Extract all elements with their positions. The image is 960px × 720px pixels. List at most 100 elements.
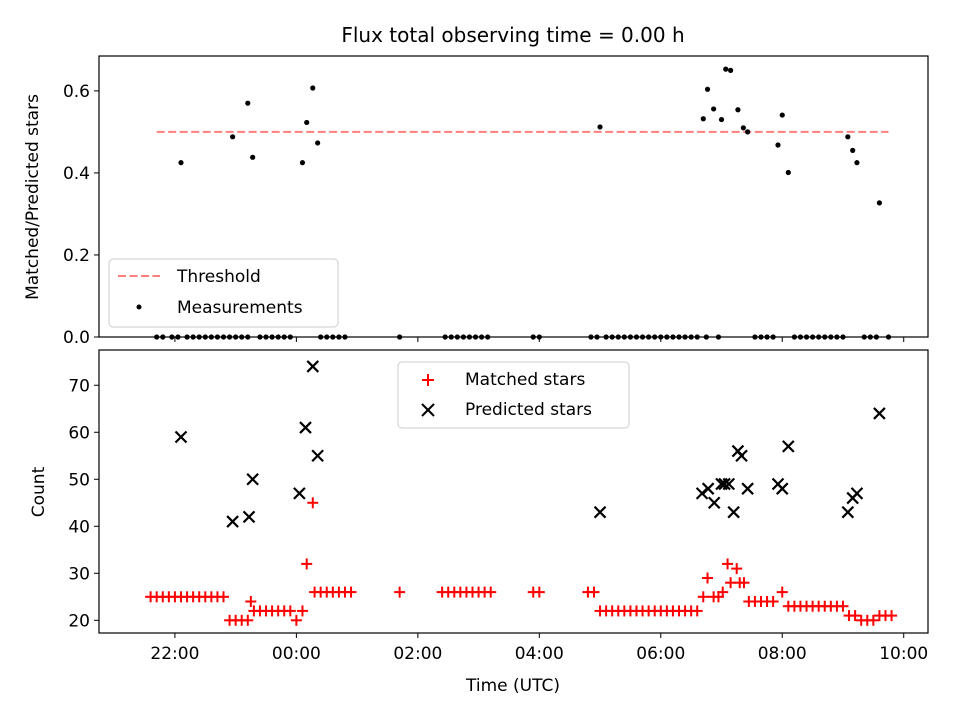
- measurement-point: [745, 129, 751, 135]
- predicted-star-marker: [735, 449, 748, 463]
- matched-star-marker: [242, 614, 254, 626]
- top-legend: Threshold Measurements: [108, 258, 339, 328]
- predicted-star-marker: [246, 472, 259, 486]
- matched-star-marker: [307, 497, 319, 509]
- top-plot-frame: [98, 55, 929, 338]
- matched-star-marker: [867, 614, 879, 626]
- bottom-y-tick-label: 30: [68, 564, 90, 584]
- legend-predicted-marker: [421, 403, 435, 417]
- matched-star-marker: [837, 600, 849, 612]
- matched-star-marker: [722, 558, 734, 570]
- matched-star-marker: [886, 610, 898, 622]
- predicted-star-marker: [722, 477, 736, 491]
- measurement-point: [299, 160, 306, 166]
- legend-measurements-marker: [136, 304, 142, 310]
- predicted-star-marker: [311, 449, 324, 463]
- matched-star-marker: [345, 586, 357, 598]
- predicted-star-marker: [242, 510, 256, 524]
- measurement-point: [845, 134, 851, 140]
- bottom-axes: 20 30 40 50 60 70 22:00 00:00 02:00 04:00 06:00 08:…: [68, 349, 929, 664]
- bottom-y-tick-label: 20: [68, 611, 90, 631]
- predicted-star-marker: [741, 482, 754, 495]
- measurement-point: [775, 142, 781, 148]
- predicted-star-marker: [707, 496, 721, 510]
- measurement-point: [310, 85, 316, 91]
- measurement-point: [178, 160, 184, 166]
- x-tick-label: 02:00: [393, 644, 442, 664]
- top-y-tick-label: 0.2: [63, 246, 90, 266]
- bottom-y-axis-label: Count: [29, 466, 49, 517]
- measurement-point: [245, 100, 251, 106]
- top-axes: 0.0 0.2 0.4 0.6: [63, 55, 929, 348]
- bottom-y-tick-label: 60: [68, 423, 90, 443]
- matched-star-marker: [284, 605, 296, 617]
- measurement-point: [779, 112, 785, 118]
- measurement-point: [230, 134, 236, 140]
- legend-matched-marker: [422, 374, 434, 386]
- measurement-point: [700, 116, 706, 122]
- measurement-point: [785, 169, 791, 176]
- predicted-star-marker: [841, 505, 855, 519]
- measurement-point: [250, 154, 256, 160]
- measurement-point: [315, 140, 321, 146]
- measurement-point: [740, 125, 746, 131]
- bottom-panel: 20 30 40 50 60 70 22:00 00:00 02:00 04:00 06:00 08:…: [29, 349, 929, 696]
- predicted-star-marker: [782, 440, 795, 453]
- bottom-y-tick-label: 40: [68, 517, 90, 537]
- bottom-plot-frame: [98, 349, 929, 634]
- legend-threshold-label: Threshold: [176, 267, 261, 287]
- measurement-point: [728, 67, 734, 73]
- top-panel: 0.0 0.2 0.4 0.6 Matched/Predicted stars: [23, 55, 929, 348]
- legend-predicted-label: Predicted stars: [465, 400, 592, 420]
- predicted-star-marker: [299, 421, 312, 434]
- predicted-star-marker: [293, 487, 306, 500]
- bottom-y-tick-label: 70: [68, 376, 90, 396]
- x-tick-label: 00:00: [272, 644, 321, 664]
- predicted-star-marker: [701, 482, 715, 495]
- top-y-tick-label: 0.0: [63, 328, 90, 348]
- measurement-point: [597, 124, 603, 130]
- legend-matched-label: Matched stars: [465, 370, 585, 390]
- matched-star-marker: [697, 591, 709, 603]
- measurement-point: [735, 107, 741, 113]
- predicted-star-marker: [850, 487, 864, 500]
- matched-star-marker: [533, 586, 545, 598]
- top-y-tick-label: 0.6: [63, 82, 90, 102]
- measurement-point: [704, 86, 711, 92]
- bottom-data-layer: [145, 360, 898, 626]
- measurement-point: [711, 106, 717, 112]
- predicted-star-marker: [873, 407, 886, 420]
- predicted-star-marker: [593, 505, 607, 519]
- measurement-point: [854, 160, 860, 166]
- x-axis-label: Time (UTC): [465, 676, 560, 696]
- matched-star-marker: [301, 558, 313, 570]
- measurement-point: [723, 66, 729, 72]
- x-tick-label: 04:00: [515, 644, 564, 664]
- predicted-star-marker: [306, 360, 320, 373]
- matched-star-marker: [394, 586, 406, 598]
- top-y-tick-label: 0.4: [63, 164, 90, 184]
- predicted-star-marker: [775, 482, 789, 495]
- matched-star-marker: [702, 572, 714, 584]
- matched-star-marker: [290, 614, 302, 626]
- matched-star-marker: [738, 577, 750, 589]
- predicted-star-marker: [718, 477, 731, 491]
- matched-star-marker: [296, 605, 308, 617]
- chart-title: Flux total observing time = 0.00 h: [341, 23, 684, 47]
- measurement-point: [876, 200, 883, 206]
- legend-measurements-label: Measurements: [177, 298, 303, 318]
- matched-star-marker: [588, 586, 600, 598]
- matched-star-marker: [717, 586, 729, 598]
- matched-star-marker: [731, 563, 743, 575]
- top-y-axis-label: Matched/Predicted stars: [23, 94, 43, 300]
- matched-star-marker: [218, 591, 230, 603]
- predicted-star-marker: [174, 430, 188, 444]
- predicted-star-marker: [226, 515, 239, 528]
- matched-star-marker: [849, 610, 861, 622]
- bottom-y-tick-label: 50: [68, 470, 90, 490]
- matched-star-marker: [767, 596, 779, 608]
- matched-star-marker: [776, 586, 788, 598]
- matched-star-marker: [485, 586, 497, 598]
- measurement-point: [850, 147, 856, 153]
